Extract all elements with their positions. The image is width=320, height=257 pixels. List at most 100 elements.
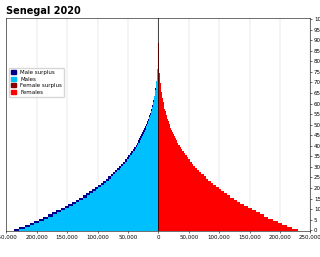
Bar xyxy=(149,115,150,117)
Bar xyxy=(158,160,190,162)
Bar xyxy=(158,138,176,141)
Bar xyxy=(158,153,185,155)
Legend: Male surplus, Males, Female surplus, Females: Male surplus, Males, Female surplus, Fem… xyxy=(9,68,64,97)
Bar xyxy=(157,77,158,79)
Bar xyxy=(60,208,65,210)
Bar xyxy=(83,198,158,200)
Bar xyxy=(149,119,158,122)
Bar xyxy=(158,172,202,174)
Bar xyxy=(158,117,167,119)
Bar xyxy=(52,214,158,216)
Bar xyxy=(136,147,158,149)
Bar xyxy=(156,84,158,86)
Bar xyxy=(136,145,137,147)
Bar xyxy=(158,77,160,79)
Bar xyxy=(158,86,161,88)
Bar xyxy=(158,200,237,202)
Bar xyxy=(52,212,57,214)
Bar xyxy=(39,221,158,223)
Bar xyxy=(149,117,158,119)
Bar xyxy=(158,88,161,90)
Bar xyxy=(148,117,149,119)
Bar xyxy=(158,227,292,229)
Bar xyxy=(145,130,158,132)
Bar xyxy=(140,136,142,138)
Bar xyxy=(154,100,158,103)
Bar xyxy=(111,174,113,176)
Bar xyxy=(141,134,143,136)
Bar xyxy=(152,105,153,107)
Bar xyxy=(144,128,146,130)
Bar xyxy=(157,75,158,77)
Bar xyxy=(158,162,192,164)
Bar xyxy=(150,115,158,117)
Bar xyxy=(76,200,79,202)
Bar xyxy=(143,130,145,132)
Bar xyxy=(144,132,158,134)
Bar xyxy=(127,160,158,162)
Bar xyxy=(86,193,90,195)
Bar xyxy=(83,195,87,198)
Bar xyxy=(158,187,219,189)
Bar xyxy=(158,132,173,134)
Bar xyxy=(158,176,206,179)
Bar xyxy=(146,128,158,130)
Bar xyxy=(158,111,165,113)
Bar xyxy=(158,92,162,94)
Bar xyxy=(139,138,141,141)
Bar xyxy=(125,160,127,162)
Bar xyxy=(155,94,158,96)
Bar xyxy=(153,105,158,107)
Bar xyxy=(158,225,287,227)
Bar xyxy=(158,94,162,96)
Bar xyxy=(158,219,273,221)
Bar xyxy=(142,136,158,138)
Bar xyxy=(140,141,158,143)
Bar xyxy=(133,151,158,153)
Bar xyxy=(129,157,158,160)
Bar xyxy=(158,151,184,153)
Bar xyxy=(151,109,152,111)
Bar xyxy=(147,122,148,124)
Bar xyxy=(158,229,298,231)
Bar xyxy=(158,166,195,168)
Bar xyxy=(76,202,158,204)
Bar xyxy=(133,149,135,151)
Bar xyxy=(158,62,159,65)
Bar xyxy=(158,71,159,73)
Bar xyxy=(137,145,158,147)
Bar xyxy=(56,210,61,212)
Bar xyxy=(156,86,158,88)
Bar xyxy=(25,225,29,227)
Bar xyxy=(158,208,252,210)
Bar xyxy=(158,130,172,132)
Bar xyxy=(132,153,158,155)
Bar xyxy=(158,191,224,193)
Bar xyxy=(158,84,161,86)
Bar xyxy=(93,191,158,193)
Bar xyxy=(154,98,158,100)
Bar xyxy=(134,147,136,149)
Bar xyxy=(150,111,151,113)
Bar xyxy=(157,71,158,73)
Bar xyxy=(158,170,199,172)
Bar xyxy=(57,212,158,214)
Bar xyxy=(158,157,188,160)
Bar xyxy=(145,126,147,128)
Bar xyxy=(158,164,193,166)
Bar xyxy=(158,119,168,122)
Bar xyxy=(96,189,158,191)
Bar xyxy=(158,202,241,204)
Bar xyxy=(14,229,19,231)
Bar xyxy=(158,147,181,149)
Bar xyxy=(137,143,138,145)
Bar xyxy=(108,179,158,181)
Bar xyxy=(39,219,44,221)
Bar xyxy=(157,69,158,71)
Bar xyxy=(158,214,264,216)
Bar xyxy=(29,225,158,227)
Bar xyxy=(158,216,268,219)
Bar xyxy=(34,223,158,225)
Bar xyxy=(130,153,132,155)
Bar xyxy=(158,81,160,84)
